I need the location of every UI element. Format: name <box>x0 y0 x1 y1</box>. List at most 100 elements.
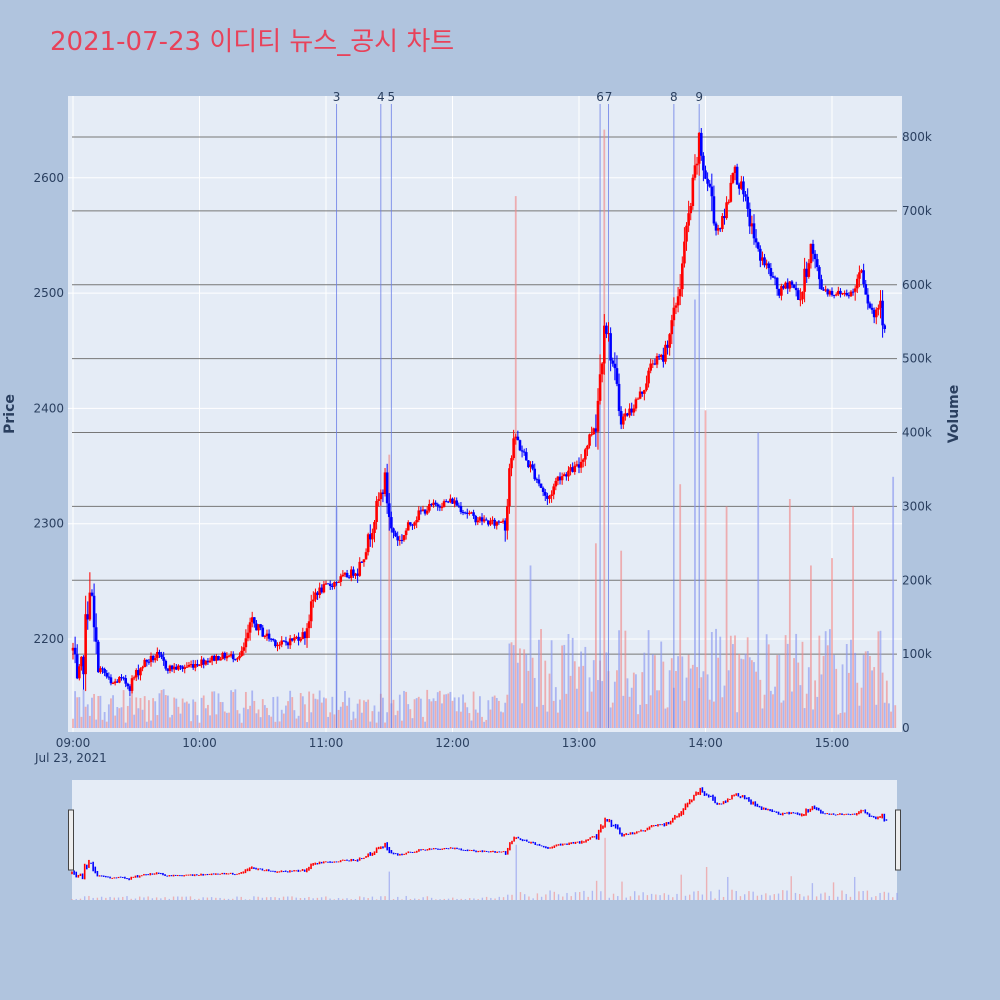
mini-candle <box>418 849 420 852</box>
mini-volume-bar <box>308 896 310 900</box>
mini-candle <box>105 875 107 878</box>
candle <box>621 413 625 429</box>
mini-candle <box>327 861 329 863</box>
mini-volume-bar <box>600 891 602 900</box>
candle <box>94 613 98 655</box>
mini-candle <box>824 813 826 815</box>
mini-volume-bar <box>672 897 674 900</box>
mini-candle <box>358 857 361 861</box>
mini-candle <box>92 861 94 872</box>
mini-candle <box>754 801 757 807</box>
candle <box>396 531 399 547</box>
candle <box>198 664 201 667</box>
mini-volume-bar <box>773 894 776 900</box>
candle <box>489 517 492 526</box>
mini-candle <box>839 813 841 815</box>
mini-candle <box>790 812 793 815</box>
volume-bar <box>116 706 119 728</box>
mini-candle <box>756 803 759 807</box>
volume-bar <box>188 703 190 728</box>
volume-bar <box>316 699 319 728</box>
mini-candle <box>807 809 809 813</box>
mini-volume-bar <box>794 892 797 900</box>
mini-candle <box>81 873 84 880</box>
mini-candle <box>481 850 484 853</box>
volume-bar <box>367 699 370 728</box>
volume-bar <box>694 299 696 728</box>
mini-volume-bar <box>798 893 801 900</box>
mini-volume-bar <box>553 891 556 900</box>
candle <box>826 288 830 297</box>
mini-candle <box>377 846 380 850</box>
candle <box>849 290 853 297</box>
mini-volume-bar <box>405 895 407 900</box>
mini-candle <box>705 793 708 796</box>
mini-candle <box>217 873 219 875</box>
mini-candle <box>267 869 270 872</box>
volume-bar <box>297 715 300 728</box>
rangeslider-left-handle[interactable] <box>68 809 74 871</box>
volume-bar <box>249 705 251 728</box>
candle <box>478 516 482 523</box>
rangeslider-right-handle[interactable] <box>895 809 901 871</box>
volume-bar <box>523 649 526 728</box>
candle <box>834 292 838 297</box>
candle <box>853 285 857 301</box>
volume-bar <box>472 691 475 728</box>
mini-volume-bar <box>312 898 314 900</box>
volume-bar <box>519 648 521 728</box>
candle <box>484 517 488 521</box>
candle <box>674 302 678 315</box>
mini-candle <box>530 841 532 844</box>
volume-bar <box>569 675 572 728</box>
mini-candle <box>98 875 101 877</box>
volume-bar <box>869 655 871 728</box>
mini-volume-bar <box>375 899 378 900</box>
mini-candle <box>875 816 877 820</box>
volume-bar <box>618 630 620 728</box>
mini-volume-bar <box>828 895 831 900</box>
mini-candle <box>430 848 433 850</box>
volume-bar <box>510 642 513 728</box>
volume-bar <box>778 654 781 728</box>
mini-candle <box>145 874 147 876</box>
volume-bar <box>554 687 557 728</box>
candle <box>295 635 298 640</box>
candle <box>339 573 343 587</box>
volume-bar <box>563 644 566 728</box>
candle <box>493 517 496 529</box>
candle <box>594 414 598 447</box>
candle <box>137 664 140 680</box>
mini-volume-bar <box>532 898 534 900</box>
mini-candle <box>441 848 443 850</box>
volume-bar <box>675 670 677 728</box>
volume-bar <box>500 711 502 728</box>
mini-candle <box>532 841 534 844</box>
mini-candle <box>394 853 397 855</box>
candle <box>177 664 180 671</box>
volume-bar <box>105 721 108 728</box>
candle <box>586 444 589 457</box>
mini-candle <box>339 860 342 863</box>
volume-bar <box>864 651 867 728</box>
mini-candle <box>141 875 143 877</box>
candle <box>693 154 697 181</box>
volume-bar <box>474 709 477 728</box>
volume-bar <box>200 697 203 728</box>
candle <box>874 307 878 325</box>
mini-candle <box>181 875 183 877</box>
rangeslider[interactable] <box>72 780 897 900</box>
volume-bar <box>424 721 426 728</box>
volume-bar <box>337 709 340 728</box>
volume-bar <box>812 709 814 728</box>
mini-volume-bar <box>435 899 437 900</box>
mini-candle <box>409 851 412 853</box>
mini-candle <box>733 794 735 797</box>
mini-candle <box>547 846 549 849</box>
mini-volume-bar <box>274 897 276 900</box>
volume-bar <box>413 699 416 728</box>
volume-bar <box>78 697 81 728</box>
mini-candle <box>229 872 232 874</box>
mini-candle <box>849 814 852 816</box>
volume-bar <box>799 685 802 728</box>
